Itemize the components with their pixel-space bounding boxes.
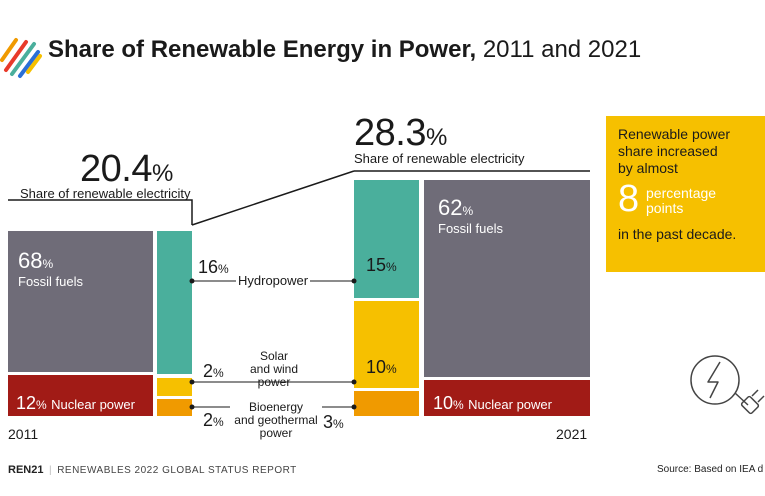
bar-2021-solar <box>354 301 419 388</box>
share-2011-label: Share of renewable electricity <box>20 186 191 201</box>
year-2021-label: 2021 <box>556 426 588 442</box>
ren21-logo-icon <box>0 38 42 78</box>
footer-source: Source: Based on IEA d <box>657 464 764 475</box>
hydro-name: Hydropower <box>238 273 309 288</box>
bio-2021-value: 3% <box>323 412 344 432</box>
title-bold: Share of Renewable Energy in Power, <box>48 36 477 63</box>
fossil-2021-label: 62% Fossil fuels <box>438 195 504 236</box>
share-2021-value: 28.3% <box>354 112 447 154</box>
title-light: 2011 and 2021 <box>482 36 642 63</box>
bio-dot-left <box>189 404 195 410</box>
share-2011-bracket <box>8 199 193 225</box>
callout-number: 8 <box>618 178 640 220</box>
solar-dot-left <box>189 379 195 385</box>
bar-2011-hydro <box>157 231 192 374</box>
bar-2011-solar <box>157 378 192 396</box>
share-2011-value: 20.4% <box>80 148 173 190</box>
hydro-2021-value: 15% <box>366 255 397 275</box>
nuclear-2021-label: 10% Nuclear power <box>433 393 552 413</box>
hydro-2011-value: 16% <box>198 257 229 277</box>
fossil-2011-label: 68% Fossil fuels <box>18 248 84 289</box>
year-2011-label: 2011 <box>8 426 39 442</box>
bar-2011-fossil <box>8 231 153 372</box>
nuclear-2011-label: 12% Nuclear power <box>16 393 135 413</box>
bar-2011-nuclear <box>8 375 153 416</box>
bar-2021-bio <box>354 391 419 416</box>
bio-2011-value: 2% <box>203 410 224 430</box>
solar-2011-value: 2% <box>203 361 224 381</box>
share-connector <box>191 170 355 226</box>
bar-2021-nuclear <box>424 380 590 416</box>
bar-2021-fossil <box>424 180 590 377</box>
solar-2021-value: 10% <box>366 357 397 377</box>
bio-name: Bioenergy and geothermal power <box>230 401 322 440</box>
solar-dot-right <box>351 379 357 385</box>
callout-box: Renewable power share increased by almos… <box>606 116 765 272</box>
bar-2011-bio <box>157 399 192 416</box>
hydro-dot-right <box>351 278 357 284</box>
plug-icon <box>690 355 765 415</box>
solar-name: Solar and wind power <box>249 349 299 389</box>
callout-tail: in the past decade. <box>618 226 737 242</box>
footer-left: REN21 | RENEWABLES 2022 GLOBAL STATUS RE… <box>8 464 297 476</box>
callout-unit: percentage points <box>646 185 717 216</box>
bio-dot-right <box>351 404 357 410</box>
share-2021-label: Share of renewable electricity <box>354 151 525 166</box>
hydro-dot-left <box>189 278 195 284</box>
page-title: Share of Renewable Energy in Power, 2011… <box>48 36 641 64</box>
bar-2021-hydro <box>354 180 419 298</box>
